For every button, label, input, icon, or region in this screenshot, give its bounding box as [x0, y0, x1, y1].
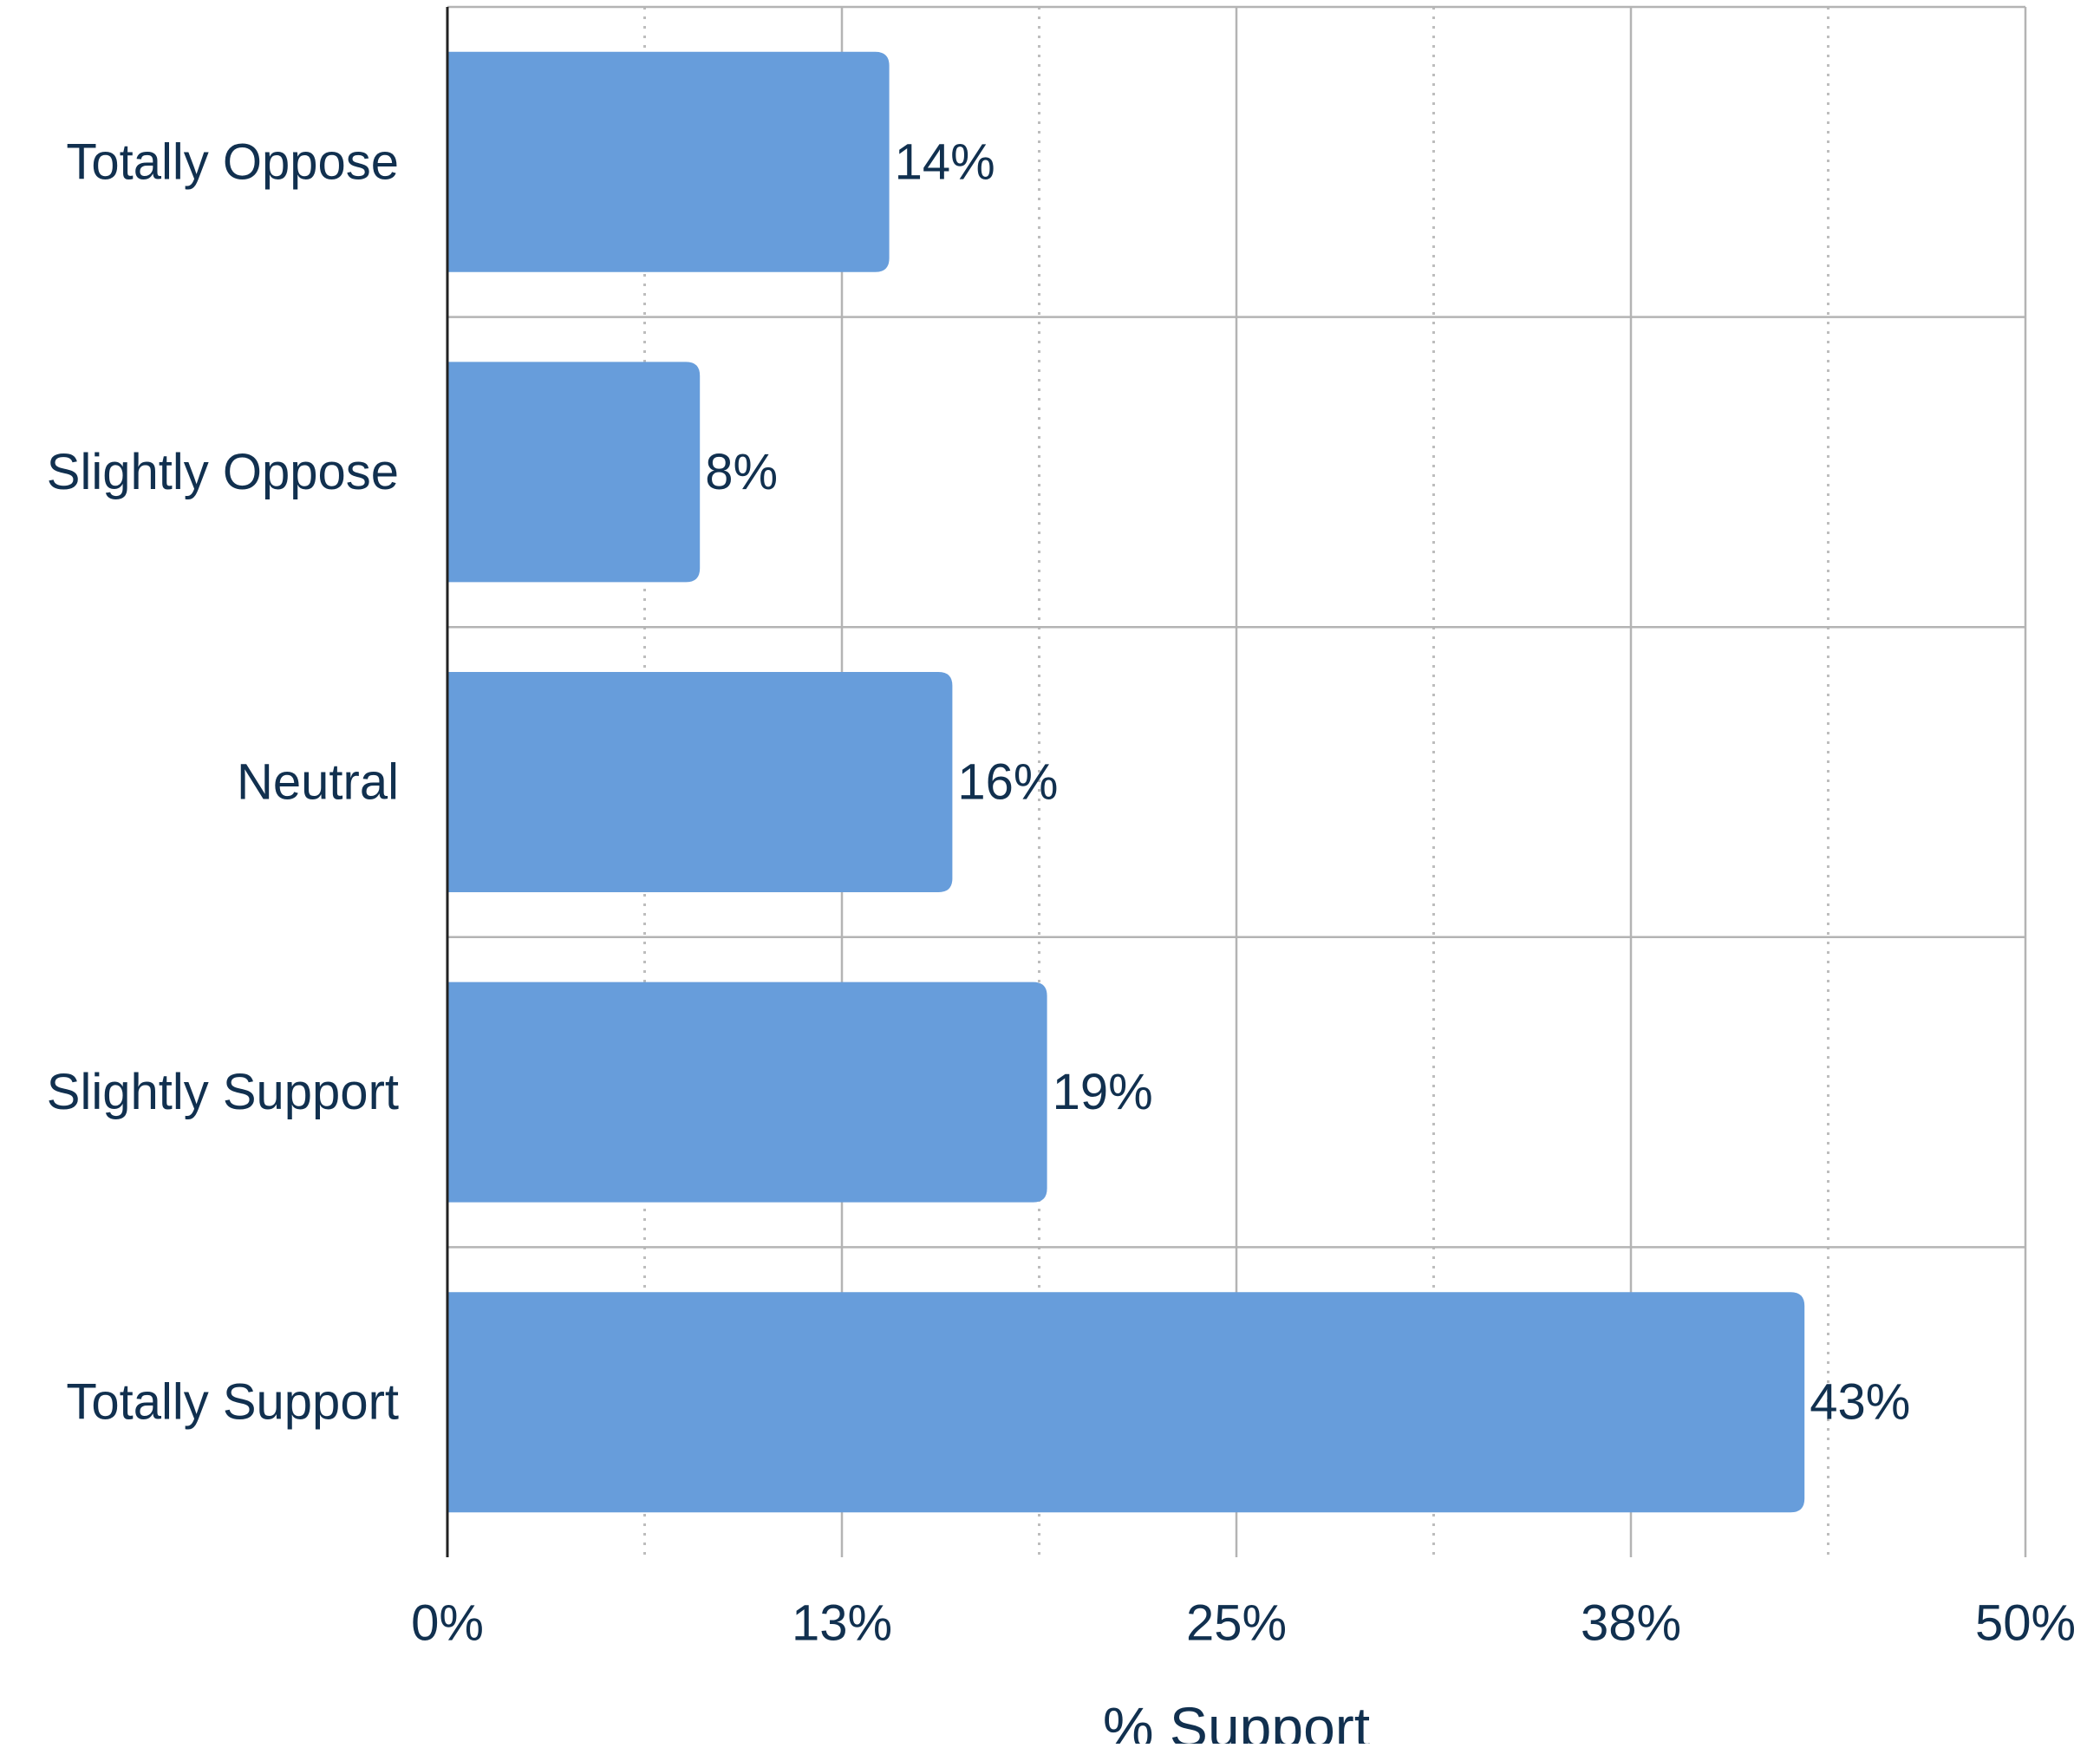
labels-layer: 14% Totally Oppose 8% Slightly Oppose 16% Neu… — [47, 134, 1911, 1430]
x-tick-label: 25% — [1186, 1595, 1287, 1652]
bar-value-label: 19% — [1053, 1064, 1153, 1120]
bar — [447, 51, 890, 272]
bar — [447, 362, 701, 583]
x-tick-label: 0% — [411, 1595, 484, 1652]
category-label: Totally Oppose — [66, 134, 399, 190]
bar — [447, 1292, 1805, 1513]
x-tick-label: 13% — [792, 1595, 892, 1652]
grid-layer — [447, 5, 2027, 1557]
category-label: Totally Support — [66, 1374, 399, 1431]
category-label: Slightly Support — [47, 1064, 399, 1120]
bar-value-label: 43% — [1810, 1374, 1910, 1431]
bar-value-label: 14% — [895, 134, 995, 190]
category-label: Neutral — [237, 754, 399, 811]
bar-value-label: 16% — [957, 754, 1058, 811]
bar — [447, 672, 953, 892]
category-label: Slightly Oppose — [47, 444, 399, 500]
axis-layer: 0% 13% 25% 38% 50% % Support — [411, 7, 2076, 1748]
bars-layer — [447, 51, 1805, 1513]
bar-value-label: 8% — [705, 444, 778, 500]
bar — [447, 982, 1047, 1203]
x-tick-label: 50% — [1975, 1595, 2076, 1652]
x-tick-label: 38% — [1581, 1595, 1681, 1652]
x-axis-title: % Support — [1103, 1695, 1370, 1744]
